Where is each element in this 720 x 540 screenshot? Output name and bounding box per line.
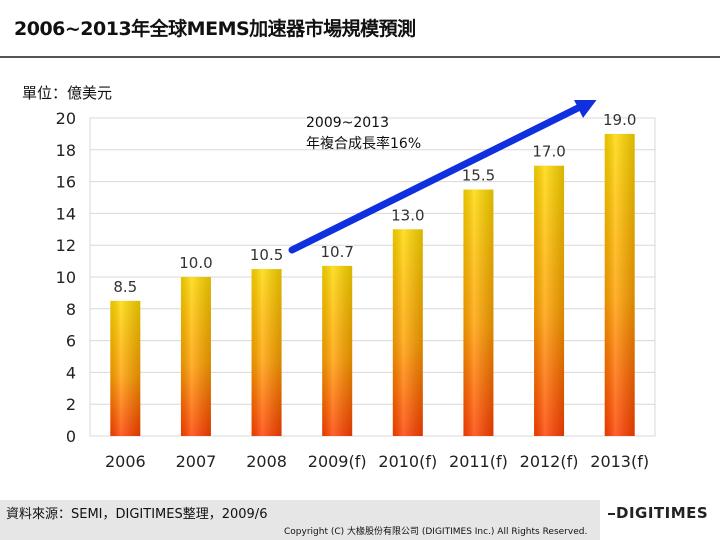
- gridlines: [89, 117, 656, 437]
- y-tick-label: 8: [66, 300, 76, 319]
- bar-shading: [251, 269, 282, 436]
- bar-shading: [392, 229, 423, 436]
- growth-arrow: [288, 100, 599, 254]
- y-tick-label: 12: [56, 236, 76, 255]
- x-tick-label: 2013(f): [590, 452, 649, 471]
- x-tick-label: 2006: [105, 452, 146, 471]
- data-label: 8.5: [113, 278, 137, 296]
- data-label: 10.7: [320, 243, 353, 261]
- annotation-line-2: 年複合成長率16%: [306, 135, 421, 152]
- growth-annotation: 2009~2013 年複合成長率16%: [288, 100, 599, 254]
- bar-shading: [180, 277, 211, 436]
- bars: 8.5 10.0 10.5 10.7 13.0 15.5 17.0 19.0: [110, 111, 636, 436]
- x-tick-label: 2010(f): [378, 452, 437, 471]
- bar-shading: [110, 300, 141, 436]
- y-tick-label: 0: [66, 427, 76, 446]
- logo-mark-icon: [608, 512, 615, 515]
- bar-shading: [604, 133, 635, 436]
- data-label: 19.0: [603, 111, 636, 129]
- y-tick-label: 6: [66, 332, 76, 351]
- unit-label: 單位：億美元: [22, 84, 113, 102]
- x-tick-label: 2012(f): [520, 452, 579, 471]
- y-tick-label: 20: [56, 109, 76, 128]
- data-label: 15.5: [462, 167, 495, 185]
- bar-shading: [463, 189, 494, 436]
- logo-text: DIGITIMES: [616, 504, 709, 522]
- footer-band: [0, 500, 600, 540]
- data-label: 10.0: [179, 254, 212, 272]
- y-tick-label: 2: [66, 395, 76, 414]
- y-tick-label: 14: [56, 204, 76, 223]
- y-tick-label: 16: [56, 173, 76, 192]
- bar-shading: [322, 265, 353, 436]
- bar-chart: 0 2 4 6 8 10 12 14 16 18 20 8.5 10.0 10.5 10.7 13.0 15.…: [56, 100, 656, 471]
- y-tick-label: 4: [66, 363, 76, 382]
- y-axis: 0 2 4 6 8 10 12 14 16 18 20: [56, 109, 76, 446]
- data-label: 10.5: [250, 246, 283, 264]
- data-label: 13.0: [391, 206, 424, 224]
- x-tick-label: 2009(f): [308, 452, 367, 471]
- annotation-line-1: 2009~2013: [306, 115, 389, 131]
- source-note: 資料來源：SEMI，DIGITIMES整理，2009/6: [6, 507, 268, 522]
- bar-shading: [534, 165, 565, 436]
- page-title: 2006~2013年全球MEMS加速器市場規模預測: [14, 18, 416, 40]
- x-tick-label: 2008: [246, 452, 287, 471]
- x-tick-label: 2011(f): [449, 452, 508, 471]
- digitimes-logo: DIGITIMES: [608, 504, 708, 522]
- data-label: 17.0: [532, 143, 565, 161]
- title-divider: [0, 56, 720, 58]
- title-bar: 2006~2013年全球MEMS加速器市場規模預測: [0, 0, 720, 58]
- copyright-note: Copyright (C) 大椽股份有限公司 (DIGITIMES Inc.) …: [284, 527, 588, 537]
- x-axis: 2006 2007 2008 2009(f) 2010(f) 2011(f) 2012(f)…: [105, 452, 649, 471]
- y-tick-label: 10: [56, 268, 76, 287]
- x-tick-label: 2007: [176, 452, 217, 471]
- y-tick-label: 18: [56, 141, 76, 160]
